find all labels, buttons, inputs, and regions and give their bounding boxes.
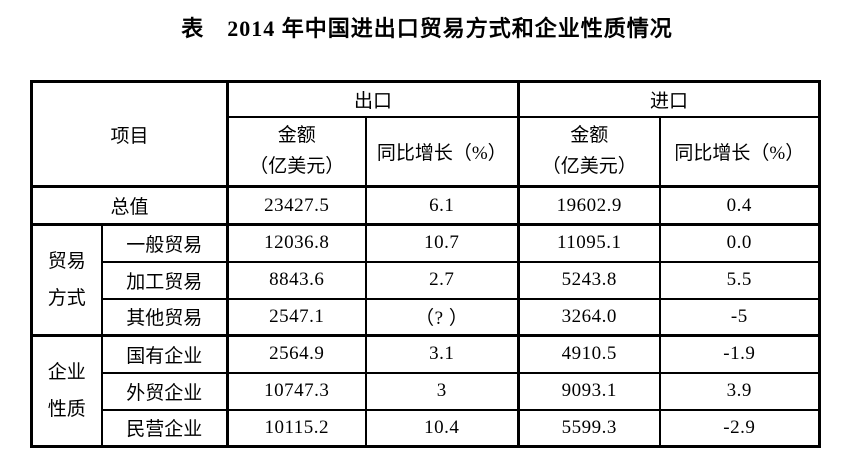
amount-label-line1: 金额 (570, 125, 609, 147)
header-import: 进口 (517, 80, 821, 118)
header-export-growth: 同比增长（%） (364, 115, 521, 188)
trade-table: 项目 出口 进口 金额 （亿美元） 同比增长（%） 金额 （亿美元） 同比增长（… (30, 80, 822, 448)
header-export: 出口 (226, 80, 521, 118)
cell-general-export-amount: 12036.8 (226, 223, 367, 263)
amount-label-line2: （亿美元） (541, 156, 637, 178)
cell-other-import-amount: 3264.0 (517, 297, 661, 337)
row-private: 民营企业 10115.2 10.4 5599.3 -2.9 (32, 408, 821, 448)
cell-foreign-import-growth: 3.9 (658, 371, 821, 411)
cell-processing-import-amount: 5243.8 (517, 260, 661, 300)
cell-general-import-amount: 11095.1 (517, 223, 661, 263)
row-private-label: 民营企业 (100, 408, 230, 448)
cell-processing-import-growth: 5.5 (658, 260, 821, 300)
header-row-1: 项目 出口 进口 (30, 80, 821, 188)
cell-private-import-amount: 5599.3 (517, 408, 661, 448)
group-enterprise-nature: 企业 性质 (30, 334, 103, 448)
row-processing-trade: 加工贸易 8843.6 2.7 5243.8 5.5 (32, 260, 821, 300)
group-enterprise-nature-line2: 性质 (47, 399, 86, 420)
cell-general-import-growth: 0.0 (658, 223, 821, 263)
row-foreign-trade: 外贸企业 10747.3 3 9093.1 3.9 (32, 371, 821, 411)
group-trade-mode-line2: 方式 (47, 288, 86, 309)
cell-foreign-export-growth: 3 (364, 371, 521, 411)
group-trade-mode: 贸易 方式 (30, 223, 103, 337)
row-general-trade-label: 一般贸易 (100, 223, 230, 263)
header-item: 项目 (30, 80, 230, 188)
cell-processing-export-amount: 8843.6 (226, 260, 367, 300)
group-enterprise-nature-line1: 企业 (47, 362, 86, 383)
row-other-trade-label: 其他贸易 (100, 297, 230, 337)
cell-general-export-growth: 10.7 (364, 223, 521, 263)
cell-state-export-amount: 2564.9 (226, 334, 367, 374)
row-state-owned-label: 国有企业 (100, 334, 230, 374)
row-general-trade: 贸易 方式 一般贸易 12036.8 10.7 11095.1 0.0 (30, 223, 821, 337)
cell-private-export-amount: 10115.2 (226, 408, 367, 448)
cell-foreign-import-amount: 9093.1 (517, 371, 661, 411)
group-trade-mode-line1: 贸易 (47, 251, 86, 272)
row-total: 总值 23427.5 6.1 19602.9 0.4 (30, 185, 821, 226)
cell-total-export-growth: 6.1 (364, 185, 521, 226)
header-row-2: 金额 （亿美元） 同比增长（%） 金额 （亿美元） 同比增长（%） (32, 115, 821, 188)
header-export-amount: 金额 （亿美元） (226, 115, 367, 188)
cell-foreign-export-amount: 10747.3 (226, 371, 367, 411)
row-foreign-trade-label: 外贸企业 (100, 371, 230, 411)
cell-state-import-growth: -1.9 (658, 334, 821, 374)
header-import-growth: 同比增长（%） (658, 115, 821, 188)
page-title: 表 2014 年中国进出口贸易方式和企业性质情况 (181, 16, 673, 41)
cell-private-import-growth: -2.9 (658, 408, 821, 448)
cell-state-export-growth: 3.1 (364, 334, 521, 374)
cell-state-import-amount: 4910.5 (517, 334, 661, 374)
cell-total-import-amount: 19602.9 (517, 185, 661, 226)
row-other-trade: 其他贸易 2547.1 （? ） 3264.0 -5 (32, 297, 821, 337)
cell-total-export-amount: 23427.5 (226, 185, 367, 226)
row-state-owned: 企业 性质 国有企业 2564.9 3.1 4910.5 -1.9 (30, 334, 821, 448)
row-total-label: 总值 (30, 185, 230, 226)
amount-label-line1: 金额 (277, 125, 316, 147)
cell-other-export-growth: （? ） (364, 297, 521, 337)
cell-private-export-growth: 10.4 (364, 408, 521, 448)
row-processing-trade-label: 加工贸易 (100, 260, 230, 300)
header-import-amount: 金额 （亿美元） (517, 115, 661, 188)
cell-total-import-growth: 0.4 (658, 185, 821, 226)
cell-other-import-growth: -5 (658, 297, 821, 337)
cell-processing-export-growth: 2.7 (364, 260, 521, 300)
cell-other-export-amount: 2547.1 (226, 297, 367, 337)
amount-label-line2: （亿美元） (249, 156, 345, 178)
